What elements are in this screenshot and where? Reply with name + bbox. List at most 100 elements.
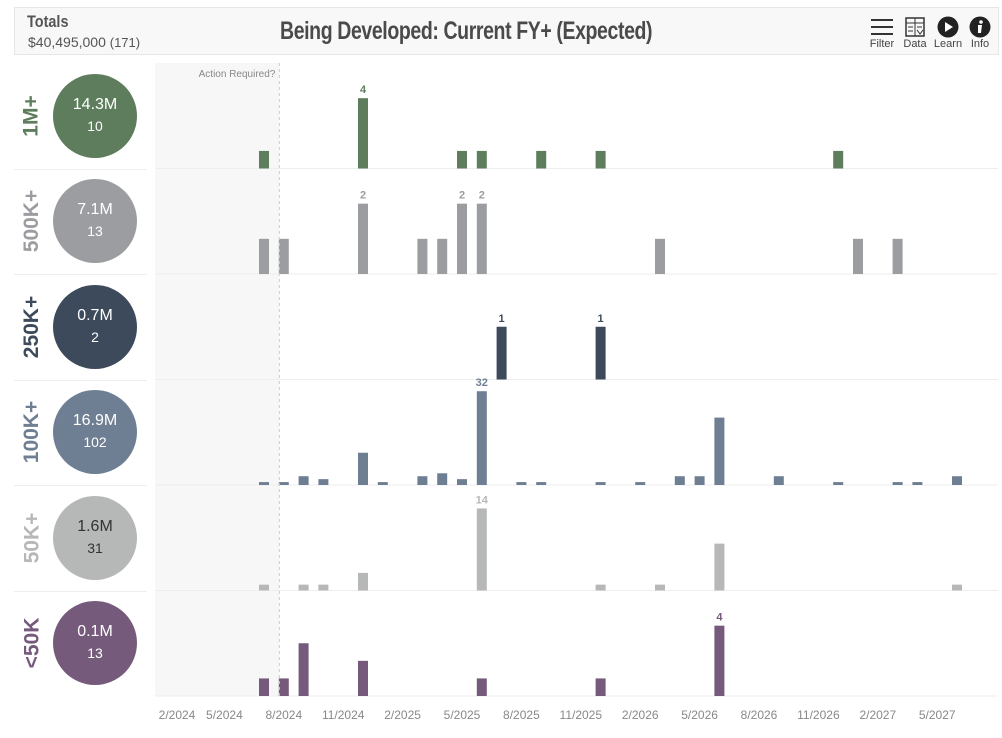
x-tick-label: 11/2024	[322, 708, 365, 722]
bar-<50K-6	[278, 678, 289, 696]
data-button[interactable]: Data	[898, 16, 932, 50]
row-count: 102	[83, 434, 107, 451]
row-label: 500K+	[10, 169, 54, 275]
bar-500K+-15	[457, 203, 467, 274]
bar-250K+-22	[595, 326, 606, 380]
bar-value-label: 2	[479, 190, 485, 202]
x-tick-label: 5/2024	[206, 708, 243, 722]
x-tick-label: 8/2025	[503, 708, 540, 722]
row-summary-circle[interactable]: 14.3M 10	[53, 73, 137, 158]
bar-value-label: 4	[716, 612, 723, 624]
bar-100K+-5	[259, 482, 269, 485]
play-icon	[931, 16, 965, 38]
bar-50K+-22	[595, 584, 606, 591]
bar-100K+-15	[457, 479, 467, 485]
row-amount: 16.9M	[72, 412, 118, 430]
bar-100K+-14	[437, 473, 448, 485]
bar-1M+-5	[259, 150, 269, 169]
bar-100K+-27	[694, 476, 705, 485]
row-divider	[14, 379, 147, 381]
bar-value-label: 2	[459, 190, 465, 202]
bar-1M+-10	[358, 98, 368, 169]
row-summary-circle[interactable]: 0.7M 2	[53, 284, 137, 369]
bar-50K+-40	[952, 584, 962, 591]
bar-500K+-25	[655, 238, 665, 274]
bar-100K+-24	[635, 482, 646, 485]
bar-<50K-16	[476, 678, 487, 696]
x-tick-label: 2/2025	[384, 708, 421, 722]
bar-<50K-28	[714, 625, 725, 696]
bar-100K+-26	[674, 476, 685, 485]
x-tick-label: 11/2026	[797, 708, 840, 722]
page-title: Being Developed: Current FY+ (Expected)	[280, 17, 653, 45]
bar-100K+-8	[318, 479, 329, 485]
x-tick-label: 11/2025	[560, 708, 603, 722]
bar-100K+-6	[278, 482, 289, 485]
row-label-text: 500K+	[20, 190, 43, 253]
row-label: <50K	[10, 591, 54, 697]
bar-500K+-37	[892, 238, 903, 274]
data-label: Data	[903, 38, 927, 50]
row-summary-circle[interactable]: 16.9M 102	[53, 390, 137, 475]
info-label: Info	[970, 38, 990, 50]
action-required-annotation: Action Required?	[199, 69, 276, 80]
row-label-text: 1M+	[20, 95, 43, 137]
row-label-text: 50K+	[20, 512, 44, 564]
bar-500K+-13	[417, 238, 428, 274]
bar-500K+-14	[437, 238, 448, 274]
bar-100K+-19	[536, 482, 547, 485]
bar-value-label: 32	[476, 377, 488, 389]
bar-value-label: 4	[360, 84, 367, 96]
bar-100K+-18	[516, 482, 527, 485]
bar-value-label: 1	[598, 313, 604, 325]
learn-button[interactable]: Learn	[931, 16, 965, 50]
info-button[interactable]: Info	[963, 16, 997, 50]
row-count: 10	[87, 117, 103, 134]
bar-500K+-5	[259, 238, 269, 274]
past-period-shading	[155, 63, 280, 696]
row-divider	[14, 274, 147, 275]
row-label: 250K+	[10, 274, 54, 380]
bar-100K+-13	[417, 476, 428, 485]
bar-50K+-28	[714, 543, 725, 591]
filter-button[interactable]: Filter	[865, 16, 899, 50]
bar-100K+-7	[298, 476, 309, 485]
row-count: 13	[87, 223, 103, 240]
bar-<50K-5	[259, 678, 269, 696]
row-summary-circle[interactable]: 0.1M 13	[53, 601, 137, 686]
row-divider	[14, 168, 147, 170]
row-summary-circle[interactable]: 7.1M 13	[53, 179, 137, 264]
row-label-text: <50K	[20, 617, 44, 669]
totals-label: Totals	[27, 12, 69, 31]
row-amount: 0.7M	[77, 306, 113, 324]
filter-label: Filter	[869, 38, 895, 50]
bar-1M+-15	[457, 150, 467, 169]
bar-50K+-10	[358, 572, 368, 591]
bar-100K+-37	[892, 482, 903, 485]
bar-100K+-28	[714, 417, 725, 485]
totals-amount: $40,495,000	[28, 34, 106, 50]
bar-100K+-40	[952, 476, 962, 485]
bar-100K+-22	[595, 482, 606, 485]
x-tick-label: 2/2026	[622, 708, 659, 722]
bar-1M+-19	[536, 150, 547, 169]
bar-50K+-25	[655, 584, 665, 591]
bar-100K+-38	[912, 482, 923, 485]
x-tick-label: 5/2027	[919, 708, 956, 722]
row-label-text: 250K+	[20, 295, 43, 358]
row-amount: 14.3M	[72, 95, 118, 113]
bar-500K+-35	[853, 238, 863, 274]
row-amount: 1.6M	[77, 517, 113, 535]
x-tick-label: 5/2025	[444, 708, 481, 722]
row-count: 31	[87, 539, 103, 556]
row-summary-circle[interactable]: 1.6M 31	[53, 495, 137, 580]
bar-1M+-16	[476, 150, 487, 169]
bar-50K+-16	[476, 508, 487, 591]
bar-100K+-31	[773, 476, 784, 485]
x-tick-label: 2/2027	[859, 708, 896, 722]
bar-1M+-34	[833, 150, 844, 169]
bar-50K+-7	[298, 584, 309, 591]
totals-count: (171)	[109, 35, 141, 50]
bar-500K+-16	[476, 203, 487, 274]
